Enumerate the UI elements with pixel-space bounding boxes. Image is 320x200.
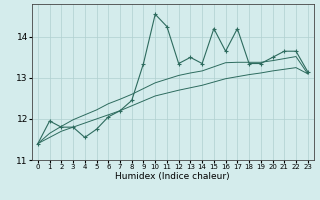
X-axis label: Humidex (Indice chaleur): Humidex (Indice chaleur) xyxy=(116,172,230,181)
